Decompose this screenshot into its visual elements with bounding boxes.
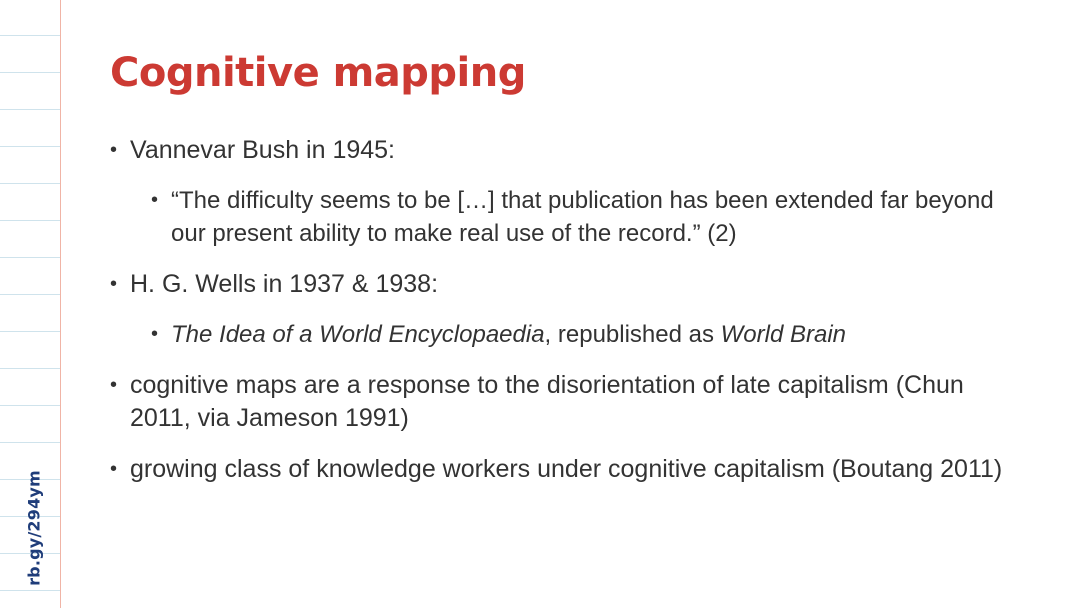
bullet-wells: • H. G. Wells in 1937 & 1938: [110,268,1010,301]
bullet-marker: • [151,323,159,345]
book-title-world-encyclopaedia: The Idea of a World Encyclopaedia [171,321,545,348]
bullet-bush-quote-text: “The difficulty seems to be […] that pub… [171,187,994,247]
notebook-margin [0,0,60,608]
bullet-marker: • [110,458,118,480]
bullet-bush-quote: • “The difficulty seems to be […] that p… [151,184,1010,250]
bullet-marker: • [110,374,118,396]
bullet-marker: • [110,273,118,295]
bullet-marker: • [110,139,118,161]
bullet-knowledge-workers-text: growing class of knowledge workers under… [130,455,1003,483]
bullet-knowledge-workers: • growing class of knowledge workers und… [110,453,1010,486]
slide-title: Cognitive mapping [110,50,526,96]
book-title-world-brain: World Brain [720,321,847,348]
bullet-list: • Vannevar Bush in 1945: • “The difficul… [110,134,1010,486]
bullet-wells-books: • The Idea of a World Encyclopaedia, rep… [151,318,1010,351]
bullet-bush-text: Vannevar Bush in 1945: [130,136,396,164]
bullet-cognitive-maps-text: cognitive maps are a response to the dis… [130,371,964,432]
bullet-bush: • Vannevar Bush in 1945: [110,134,1010,167]
bullet-cognitive-maps: • cognitive maps are a response to the d… [110,369,1010,435]
side-url: rb.gy/294ym [24,470,44,586]
bullet-wells-books-text: , republished as [544,321,721,348]
bullet-wells-text: H. G. Wells in 1937 & 1938: [130,270,439,298]
bullet-marker: • [151,189,159,211]
margin-rule-line [60,0,61,608]
